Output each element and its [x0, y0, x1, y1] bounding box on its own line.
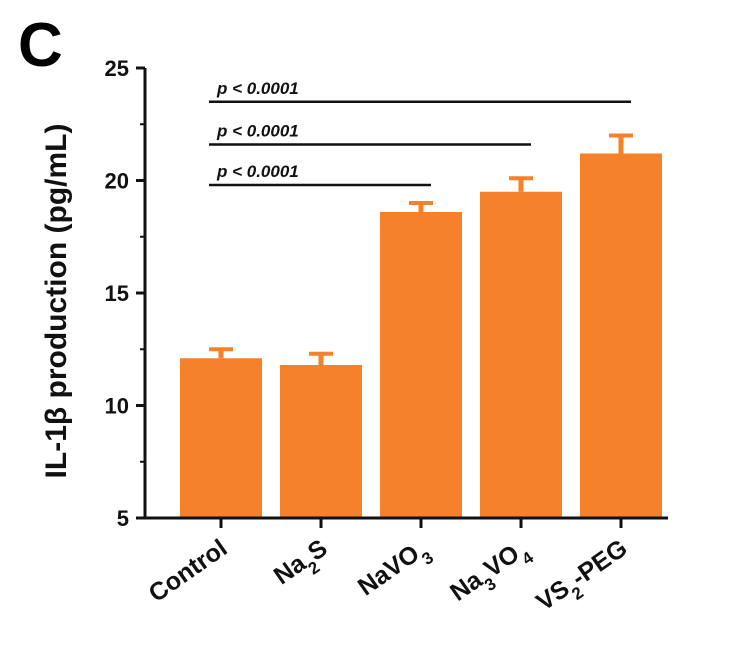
significance-label-1: p < 0.0001	[216, 162, 299, 181]
bar-na3vo4	[480, 191, 562, 518]
significance-label-2: p < 0.0001	[216, 122, 299, 141]
error-bar-navo3	[409, 201, 433, 212]
significance-label-3: p < 0.0001	[216, 79, 299, 98]
error-bar-na3vo4	[509, 176, 533, 192]
x-tick-label-vs2-peg: VS2-PEG	[531, 534, 637, 623]
x-tick-label-na3vo4: Na3VO4	[445, 534, 537, 613]
error-bar-vs2-peg	[609, 133, 633, 154]
bar-navo3	[380, 212, 462, 518]
y-tick-label: 20	[105, 169, 129, 194]
x-tick-label-control: Control	[144, 534, 233, 608]
panel-letter: C	[18, 11, 63, 80]
x-tick-label-navo3: NaVO3	[353, 534, 437, 608]
y-axis-title: IL-1β production (pg/mL)	[40, 124, 73, 479]
y-tick-label: 10	[105, 394, 129, 419]
bar-vs2-peg	[580, 153, 662, 518]
bar-control	[180, 358, 262, 518]
y-tick-label: 15	[105, 281, 129, 306]
y-tick-label: 5	[117, 506, 129, 531]
error-bar-na2s	[309, 351, 333, 365]
bar-na2s	[280, 365, 362, 518]
error-bar-control	[209, 347, 233, 359]
x-tick-label-na2s: Na2S	[269, 534, 337, 596]
y-tick-label: 25	[105, 56, 129, 81]
